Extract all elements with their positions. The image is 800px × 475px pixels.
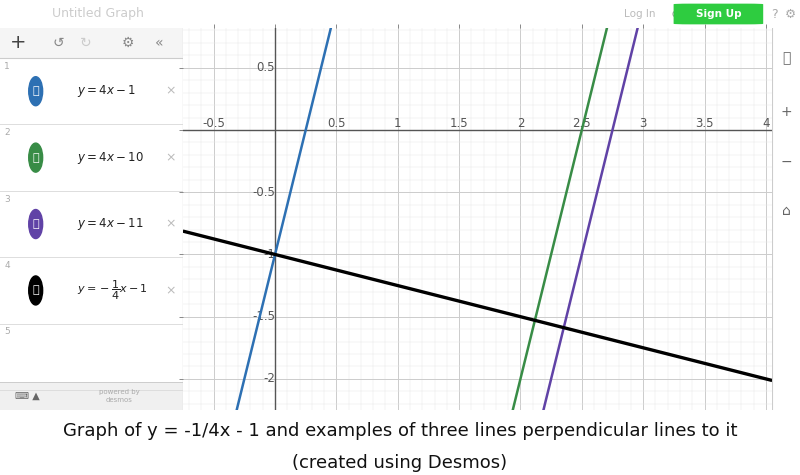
Circle shape [29,209,42,238]
Text: (created using Desmos): (created using Desmos) [293,454,507,472]
Text: ⬆: ⬆ [750,8,762,20]
Text: $y = 4x - 11$: $y = 4x - 11$ [77,216,143,232]
Text: 5: 5 [5,327,10,336]
Text: -1: -1 [263,248,275,261]
Text: 1.5: 1.5 [450,117,469,130]
Text: ⚙: ⚙ [122,36,134,50]
Circle shape [29,143,42,172]
Text: 𝒩: 𝒩 [32,86,39,96]
Text: 0.5: 0.5 [327,117,346,130]
Text: ×: × [165,85,175,98]
Text: $y = 4x - 10$: $y = 4x - 10$ [77,150,143,166]
Text: -1.5: -1.5 [252,310,275,323]
Bar [0,382,183,410]
Text: 3: 3 [639,117,647,130]
Text: 𝒩: 𝒩 [32,152,39,162]
Text: «: « [155,36,163,50]
Text: $y = 4x - 1$: $y = 4x - 1$ [77,83,136,99]
Text: 1: 1 [394,117,402,130]
Text: 4: 4 [762,117,770,130]
FancyBboxPatch shape [674,4,763,24]
Text: ↺: ↺ [53,36,64,50]
Text: 3: 3 [5,195,10,204]
Text: -0.5: -0.5 [252,186,275,199]
Text: 🔧: 🔧 [782,52,790,66]
Text: 1: 1 [5,62,10,71]
Text: 3.5: 3.5 [695,117,714,130]
Bar [0,28,183,58]
Text: +: + [10,34,26,53]
Text: desmos: desmos [359,5,441,23]
Text: +: + [780,105,792,119]
Text: 4: 4 [5,261,10,270]
Circle shape [29,276,42,305]
Text: Log In: Log In [624,9,656,19]
Text: $y = -\dfrac{1}{4}x - 1$: $y = -\dfrac{1}{4}x - 1$ [77,279,148,302]
Text: Sign Up: Sign Up [695,9,742,19]
Text: ↻: ↻ [80,36,92,50]
Text: -2: -2 [263,372,275,385]
Text: 2: 2 [5,128,10,137]
Text: 2: 2 [517,117,524,130]
Text: Graph of y = -1/4x - 1 and examples of three lines perpendicular lines to it: Graph of y = -1/4x - 1 and examples of t… [62,422,738,440]
Circle shape [29,76,42,106]
Text: ⌂: ⌂ [782,204,790,218]
Text: 𝒩: 𝒩 [32,285,39,295]
Text: 2.5: 2.5 [573,117,591,130]
Text: −: − [780,155,792,169]
Text: 𝒩: 𝒩 [32,219,39,229]
Text: ×: × [165,151,175,164]
Text: ⚙: ⚙ [785,8,796,20]
Text: powered by
desmos: powered by desmos [98,389,139,403]
Text: ×: × [165,284,175,297]
Text: Untitled Graph: Untitled Graph [52,8,144,20]
Text: 0.5: 0.5 [257,61,275,74]
Text: ×: × [165,218,175,230]
Text: ☰: ☰ [12,7,25,21]
Text: -0.5: -0.5 [202,117,225,130]
Text: ⌨ ▲: ⌨ ▲ [15,391,40,401]
Text: ?: ? [771,8,778,20]
Text: or: or [671,9,681,19]
